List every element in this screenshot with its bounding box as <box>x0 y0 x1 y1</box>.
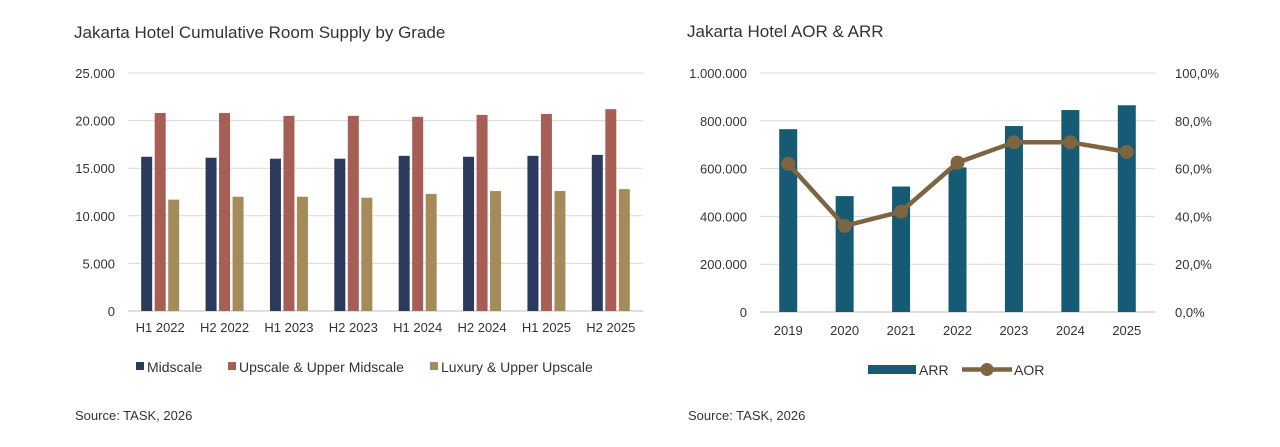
aor-point-2024 <box>1063 135 1078 150</box>
right-tick-label: 100,0% <box>1175 66 1220 81</box>
legend-label-upscale-upper-midscale: Upscale & Upper Midscale <box>239 359 404 375</box>
left-tick-label: 1.000.000 <box>689 66 747 81</box>
aor-point-2020 <box>837 218 852 233</box>
bar-midscale-h2-2024 <box>463 156 475 311</box>
x-tick-label: 2024 <box>1056 323 1085 338</box>
bar-upscale-upper-midscale-h1-2024 <box>412 116 424 312</box>
y-tick-label: 25.000 <box>75 66 115 81</box>
legend-swatch-midscale <box>136 362 144 370</box>
x-tick-label: H1 2024 <box>393 320 442 335</box>
legend-swatch-aor-marker <box>980 363 994 376</box>
room-supply-legend: Midscale Upscale & Upper Midscale Luxury &… <box>136 359 593 375</box>
y-tick-label: 15.000 <box>75 161 115 176</box>
bar-arr-2024 <box>1061 110 1080 312</box>
room-supply-chart-title: Jakarta Hotel Cumulative Room Supply by … <box>74 23 445 42</box>
bar-arr-2021 <box>892 186 911 312</box>
right-tick-label: 20,0% <box>1175 257 1212 272</box>
aor-arr-legend: ARR AOR <box>868 362 1044 378</box>
right-tick-label: 0,0% <box>1175 305 1205 320</box>
bar-luxury-upper-upscale-h2-2024 <box>490 191 502 311</box>
x-tick-label: H1 2023 <box>264 320 313 335</box>
bar-midscale-h2-2025 <box>591 154 603 311</box>
room-supply-gridlines <box>128 72 643 312</box>
bar-upscale-upper-midscale-h1-2025 <box>540 113 552 311</box>
x-tick-label: 2022 <box>943 323 972 338</box>
bar-upscale-upper-midscale-h2-2023 <box>347 115 359 311</box>
aor-arr-x-axis: 2019 2020 2021 2022 2023 2024 2025 <box>774 323 1141 338</box>
left-tick-label: 600.000 <box>700 162 747 177</box>
legend-label-arr: ARR <box>919 362 949 378</box>
x-tick-label: 2023 <box>999 323 1028 338</box>
bar-arr-2019 <box>779 129 798 312</box>
bar-arr-2023 <box>1004 126 1023 312</box>
x-tick-label: H2 2022 <box>200 320 249 335</box>
bar-midscale-h1-2022 <box>141 156 153 311</box>
bar-arr-2025 <box>1117 105 1136 312</box>
bar-luxury-upper-upscale-h1-2023 <box>296 196 308 311</box>
bar-upscale-upper-midscale-h2-2024 <box>476 114 488 311</box>
aor-point-2021 <box>894 204 909 219</box>
bar-midscale-h2-2023 <box>334 158 346 311</box>
aor-arr-chart-title: Jakarta Hotel AOR & ARR <box>687 22 884 41</box>
left-tick-label: 400.000 <box>700 209 747 224</box>
aor-point-2022 <box>950 155 965 170</box>
y-tick-label: 5.000 <box>82 256 115 271</box>
x-tick-label: H1 2022 <box>136 320 185 335</box>
bar-luxury-upper-upscale-h2-2023 <box>361 197 373 311</box>
aor-point-2025 <box>1119 144 1134 159</box>
room-supply-bars <box>141 109 630 312</box>
y-tick-label: 20.000 <box>75 114 115 129</box>
aor-line <box>781 135 1134 233</box>
bar-arr-2022 <box>948 167 967 312</box>
aor-point-2019 <box>781 156 796 171</box>
y-tick-label: 10.000 <box>75 209 115 224</box>
left-tick-label: 200.000 <box>700 257 747 272</box>
x-tick-label: H2 2025 <box>586 320 635 335</box>
aor-arr-left-axis: 0 200.000 400.000 600.000 800.000 1.000.000 <box>689 66 747 320</box>
bar-upscale-upper-midscale-h1-2023 <box>283 115 295 311</box>
bar-midscale-h1-2025 <box>527 155 539 311</box>
room-supply-chart: Jakarta Hotel Cumulative Room Supply by … <box>74 23 643 423</box>
x-tick-label: 2025 <box>1112 323 1141 338</box>
x-tick-label: 2021 <box>887 323 916 338</box>
bar-arr-2020 <box>835 196 854 312</box>
bar-luxury-upper-upscale-h1-2022 <box>168 199 180 311</box>
aor-arr-chart: Jakarta Hotel AOR & ARR 0 200.000 400.000 6… <box>687 22 1220 423</box>
legend-swatch-upscale-upper-midscale <box>228 362 236 370</box>
room-supply-source: Source: TASK, 2026 <box>75 408 192 423</box>
legend-swatch-arr <box>868 365 916 374</box>
bar-midscale-h2-2022 <box>205 157 217 311</box>
arr-bars <box>779 105 1136 312</box>
bar-luxury-upper-upscale-h1-2025 <box>554 191 566 311</box>
right-tick-label: 40,0% <box>1175 209 1212 224</box>
aor-arr-right-axis: 0,0% 20,0% 40,0% 60,0% 80,0% 100,0% <box>1175 66 1220 320</box>
x-tick-label: 2020 <box>830 323 859 338</box>
bar-upscale-upper-midscale-h1-2022 <box>154 112 166 311</box>
x-tick-label: 2019 <box>774 323 803 338</box>
x-tick-label: H1 2025 <box>522 320 571 335</box>
legend-swatch-luxury-upper-upscale <box>430 362 438 370</box>
right-tick-label: 80,0% <box>1175 114 1212 129</box>
x-tick-label: H2 2023 <box>329 320 378 335</box>
bar-midscale-h1-2024 <box>398 155 410 311</box>
bar-upscale-upper-midscale-h2-2025 <box>605 109 617 312</box>
bar-luxury-upper-upscale-h2-2025 <box>618 189 630 311</box>
aor-arr-source: Source: TASK, 2026 <box>688 408 805 423</box>
x-tick-label: H2 2024 <box>457 320 506 335</box>
legend-label-aor: AOR <box>1014 362 1044 378</box>
room-supply-x-axis: H1 2022 H2 2022 H1 2023 H2 2023 H1 2024 H2 20… <box>136 320 636 335</box>
left-tick-label: 0 <box>740 305 747 320</box>
bar-luxury-upper-upscale-h2-2022 <box>232 196 244 311</box>
bar-luxury-upper-upscale-h1-2024 <box>425 193 437 311</box>
room-supply-y-axis: 0 5.000 10.000 15.000 20.000 25.000 <box>75 66 115 319</box>
left-tick-label: 800.000 <box>700 114 747 129</box>
y-tick-label: 0 <box>108 304 115 319</box>
bar-midscale-h1-2023 <box>269 158 281 311</box>
right-tick-label: 60,0% <box>1175 162 1212 177</box>
legend-label-midscale: Midscale <box>147 359 202 375</box>
bar-upscale-upper-midscale-h2-2022 <box>219 112 231 311</box>
aor-point-2023 <box>1006 135 1021 150</box>
legend-label-luxury-upper-upscale: Luxury & Upper Upscale <box>441 359 593 375</box>
